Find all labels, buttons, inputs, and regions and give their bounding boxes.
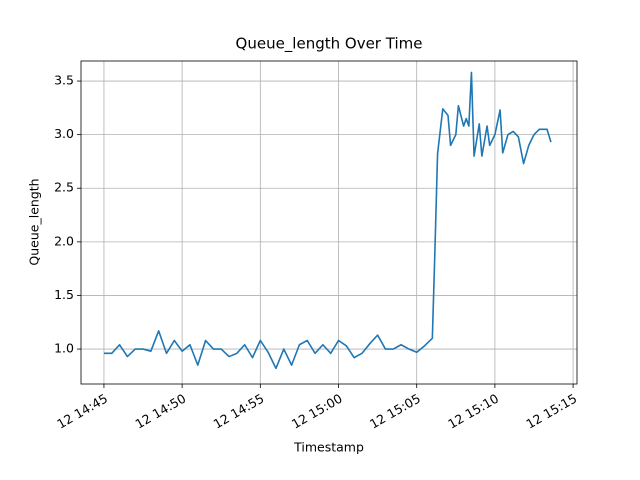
y-axis-label: Queue_length <box>27 178 42 265</box>
plot-frame <box>80 60 578 385</box>
y-tick-label: 2.0 <box>54 233 74 248</box>
x-tick-label: 12 15:00 <box>289 391 345 432</box>
y-tick-label: 1.5 <box>54 287 74 302</box>
x-tick-label: 12 14:55 <box>211 391 267 432</box>
x-tick-label: 12 15:10 <box>445 391 501 432</box>
y-tick-label: 3.5 <box>54 73 74 88</box>
x-tick-label: 12 15:15 <box>523 391 579 432</box>
y-tick-label: 3.0 <box>54 126 74 141</box>
y-tick-label: 2.5 <box>54 180 74 195</box>
data-line <box>103 71 552 370</box>
x-tick-label: 12 14:50 <box>132 391 188 432</box>
x-tick-label: 12 15:05 <box>367 391 423 432</box>
x-tick-label: 12 14:45 <box>54 391 110 432</box>
chart-title: Queue_length Over Time <box>236 35 423 54</box>
x-axis-label: Timestamp <box>293 440 364 455</box>
y-tick-label: 1.0 <box>54 341 74 356</box>
